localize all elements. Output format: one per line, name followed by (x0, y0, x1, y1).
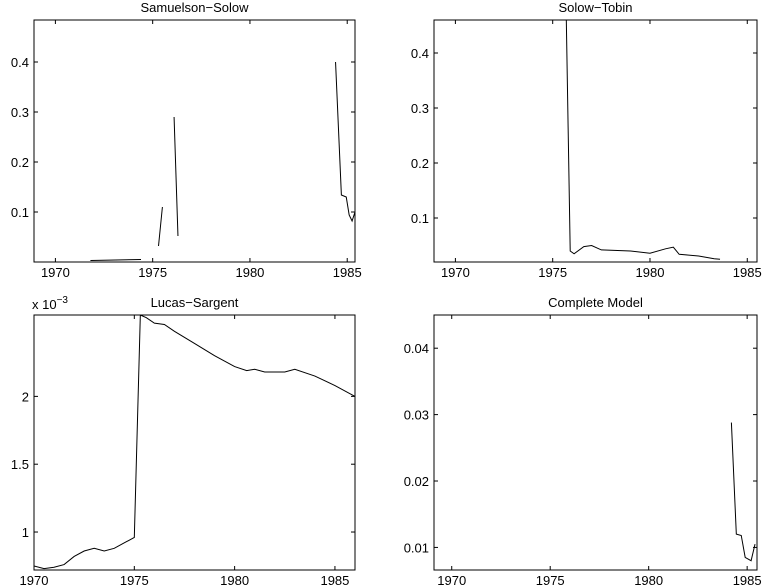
y-tick-label: 0.02 (404, 474, 429, 489)
x-tick-label: 1975 (138, 265, 167, 280)
y-tick-label: 2 (22, 389, 29, 404)
y-tick-label: 0.4 (411, 46, 429, 61)
subplot-title: Complete Model (548, 295, 643, 310)
y-tick-label: 0.1 (11, 205, 29, 220)
y-tick-label: 0.04 (404, 341, 429, 356)
y-tick-label: 1.5 (11, 457, 29, 472)
x-tick-label: 1975 (536, 573, 565, 588)
y-tick-label: 0.01 (404, 540, 429, 555)
axes-box (433, 314, 758, 571)
subplot-title: Solow−Tobin (558, 0, 632, 15)
x-tick-label: 1975 (538, 265, 567, 280)
y-tick-label: 0.2 (11, 155, 29, 170)
x-tick-label: 1970 (441, 265, 470, 280)
x-tick-label: 1970 (20, 573, 49, 588)
subplot: Complete Model 1970 1975 1980 1985 0.01 0.02 0.… (404, 295, 762, 588)
subplot-title: Lucas−Sargent (151, 295, 239, 310)
x-tick-label: 1985 (333, 265, 362, 280)
y-tick-label: 0.3 (11, 105, 29, 120)
x-tick-label: 1985 (320, 573, 349, 588)
x-tick-label: 1970 (437, 573, 466, 588)
y-tick-label: 0.2 (411, 156, 429, 171)
x-tick-label: 1975 (120, 573, 149, 588)
x-tick-label: 1980 (636, 265, 665, 280)
y-tick-label: 1 (22, 525, 29, 540)
x-tick-label: 1985 (733, 573, 762, 588)
subplot: Lucas−Sargent 1970 1975 1980 1985 1 1.5 2 x 10−3 (11, 295, 356, 588)
axis-multiplier-exponent: −3 (57, 295, 69, 306)
axes-box (33, 314, 356, 571)
data-line (730, 422, 756, 562)
data-line (90, 61, 355, 261)
data-line (34, 315, 355, 570)
axes-box (33, 19, 356, 263)
data-line (565, 20, 721, 260)
x-tick-label: 1980 (235, 265, 264, 280)
x-tick-label: 1980 (220, 573, 249, 588)
y-tick-label: 0.3 (411, 101, 429, 116)
axis-multiplier-base: x 10 (32, 297, 57, 312)
x-tick-label: 1980 (634, 573, 663, 588)
axes-box (433, 19, 758, 263)
y-tick-label: 0.03 (404, 408, 429, 423)
y-tick-label: 0.1 (411, 211, 429, 226)
x-tick-label: 1985 (733, 265, 762, 280)
x-tick-label: 1970 (41, 265, 70, 280)
subplot-title: Samuelson−Solow (140, 0, 249, 15)
axis-multiplier: x 10−3 (32, 295, 68, 312)
subplot: Samuelson−Solow 1970 1975 1980 1985 0.1 0.2 0.3… (11, 0, 362, 280)
subplot: Solow−Tobin 1970 1975 1980 1985 0.1 0.2 0.3 0.4 (411, 0, 762, 280)
y-tick-label: 0.4 (11, 55, 29, 70)
